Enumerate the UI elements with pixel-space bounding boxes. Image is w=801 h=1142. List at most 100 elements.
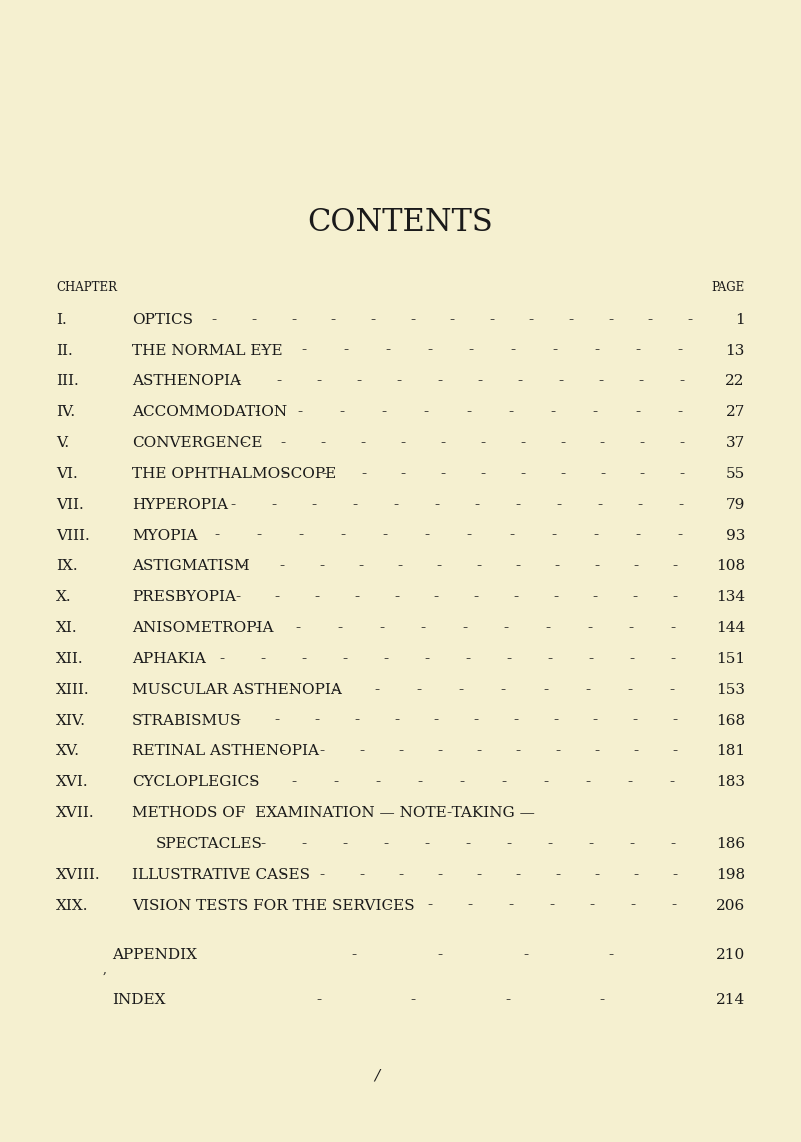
Text: -: - [434, 498, 439, 512]
Text: 206: 206 [715, 899, 745, 912]
Text: VISION TESTS FOR THE SERVICES: VISION TESTS FOR THE SERVICES [132, 899, 415, 912]
Text: -: - [548, 837, 553, 851]
Text: -: - [361, 467, 366, 481]
Text: -: - [634, 868, 638, 882]
Text: -: - [289, 683, 295, 697]
Text: -: - [593, 590, 598, 604]
Text: -: - [316, 994, 321, 1007]
Text: -: - [235, 590, 240, 604]
Text: -: - [594, 344, 599, 357]
Text: -: - [517, 375, 523, 388]
Text: -: - [677, 405, 682, 419]
Text: -: - [280, 745, 286, 758]
Text: -: - [316, 375, 321, 388]
Text: -: - [356, 375, 362, 388]
Text: -: - [477, 375, 483, 388]
Text: -: - [480, 436, 485, 450]
Text: -: - [501, 775, 506, 789]
Text: -: - [465, 652, 470, 666]
Text: -: - [332, 683, 336, 697]
Text: 186: 186 [716, 837, 745, 851]
Text: -: - [678, 344, 682, 357]
Text: 153: 153 [716, 683, 745, 697]
Text: HYPEROPIA: HYPEROPIA [132, 498, 228, 512]
Text: -: - [475, 498, 480, 512]
Text: -: - [513, 714, 518, 727]
Text: -: - [628, 775, 633, 789]
Text: -: - [417, 683, 421, 697]
Text: -: - [280, 868, 286, 882]
Text: -: - [630, 652, 635, 666]
Text: XIV.: XIV. [56, 714, 86, 727]
Text: X.: X. [56, 590, 72, 604]
Text: -: - [427, 899, 432, 912]
Text: -: - [589, 652, 594, 666]
Text: /: / [374, 1069, 379, 1083]
Text: -: - [627, 683, 633, 697]
Text: XI.: XI. [56, 621, 78, 635]
Text: -: - [374, 683, 379, 697]
Text: 168: 168 [716, 714, 745, 727]
Text: -: - [629, 621, 634, 635]
Text: -: - [296, 621, 301, 635]
Text: -: - [411, 994, 416, 1007]
Text: -: - [394, 714, 399, 727]
Text: VII.: VII. [56, 498, 84, 512]
Text: -: - [375, 775, 380, 789]
Text: -: - [466, 405, 471, 419]
Text: -: - [520, 436, 525, 450]
Text: -: - [400, 467, 406, 481]
Text: -: - [501, 683, 505, 697]
Text: 210: 210 [715, 948, 745, 962]
Text: -: - [276, 375, 281, 388]
Text: 198: 198 [716, 868, 745, 882]
Text: -: - [600, 994, 605, 1007]
Text: -: - [260, 837, 265, 851]
Text: CHAPTER: CHAPTER [56, 281, 117, 295]
Text: -: - [344, 344, 348, 357]
Text: -: - [513, 590, 518, 604]
Text: -: - [425, 529, 430, 542]
Text: -: - [509, 529, 514, 542]
Text: -: - [299, 529, 304, 542]
Text: -: - [560, 467, 566, 481]
Text: -: - [211, 313, 217, 327]
Text: -: - [384, 837, 388, 851]
Text: ,: , [103, 963, 107, 976]
Text: -: - [523, 948, 528, 962]
Text: -: - [275, 714, 280, 727]
Text: 55: 55 [726, 467, 745, 481]
Text: -: - [670, 683, 674, 697]
Text: -: - [254, 621, 260, 635]
Text: -: - [687, 313, 692, 327]
Text: -: - [633, 590, 638, 604]
Text: -: - [321, 467, 326, 481]
Text: -: - [678, 529, 682, 542]
Text: -: - [510, 344, 516, 357]
Text: PRESBYOPIA: PRESBYOPIA [132, 590, 236, 604]
Text: -: - [469, 344, 474, 357]
Text: -: - [441, 436, 445, 450]
Text: -: - [315, 714, 320, 727]
Text: 13: 13 [726, 344, 745, 357]
Text: 134: 134 [716, 590, 745, 604]
Text: -: - [417, 775, 422, 789]
Text: VI.: VI. [56, 467, 78, 481]
Text: 27: 27 [726, 405, 745, 419]
Text: -: - [594, 868, 599, 882]
Text: -: - [215, 529, 219, 542]
Text: -: - [635, 405, 640, 419]
Text: -: - [671, 899, 676, 912]
Text: -: - [379, 621, 384, 635]
Text: -: - [394, 590, 399, 604]
Text: -: - [506, 652, 512, 666]
Text: -: - [590, 899, 595, 912]
Text: -: - [354, 590, 360, 604]
Text: XII.: XII. [56, 652, 83, 666]
Text: -: - [320, 868, 325, 882]
Text: -: - [679, 467, 685, 481]
Text: -: - [301, 652, 306, 666]
Text: -: - [400, 436, 405, 450]
Text: -: - [587, 621, 592, 635]
Text: -: - [679, 375, 684, 388]
